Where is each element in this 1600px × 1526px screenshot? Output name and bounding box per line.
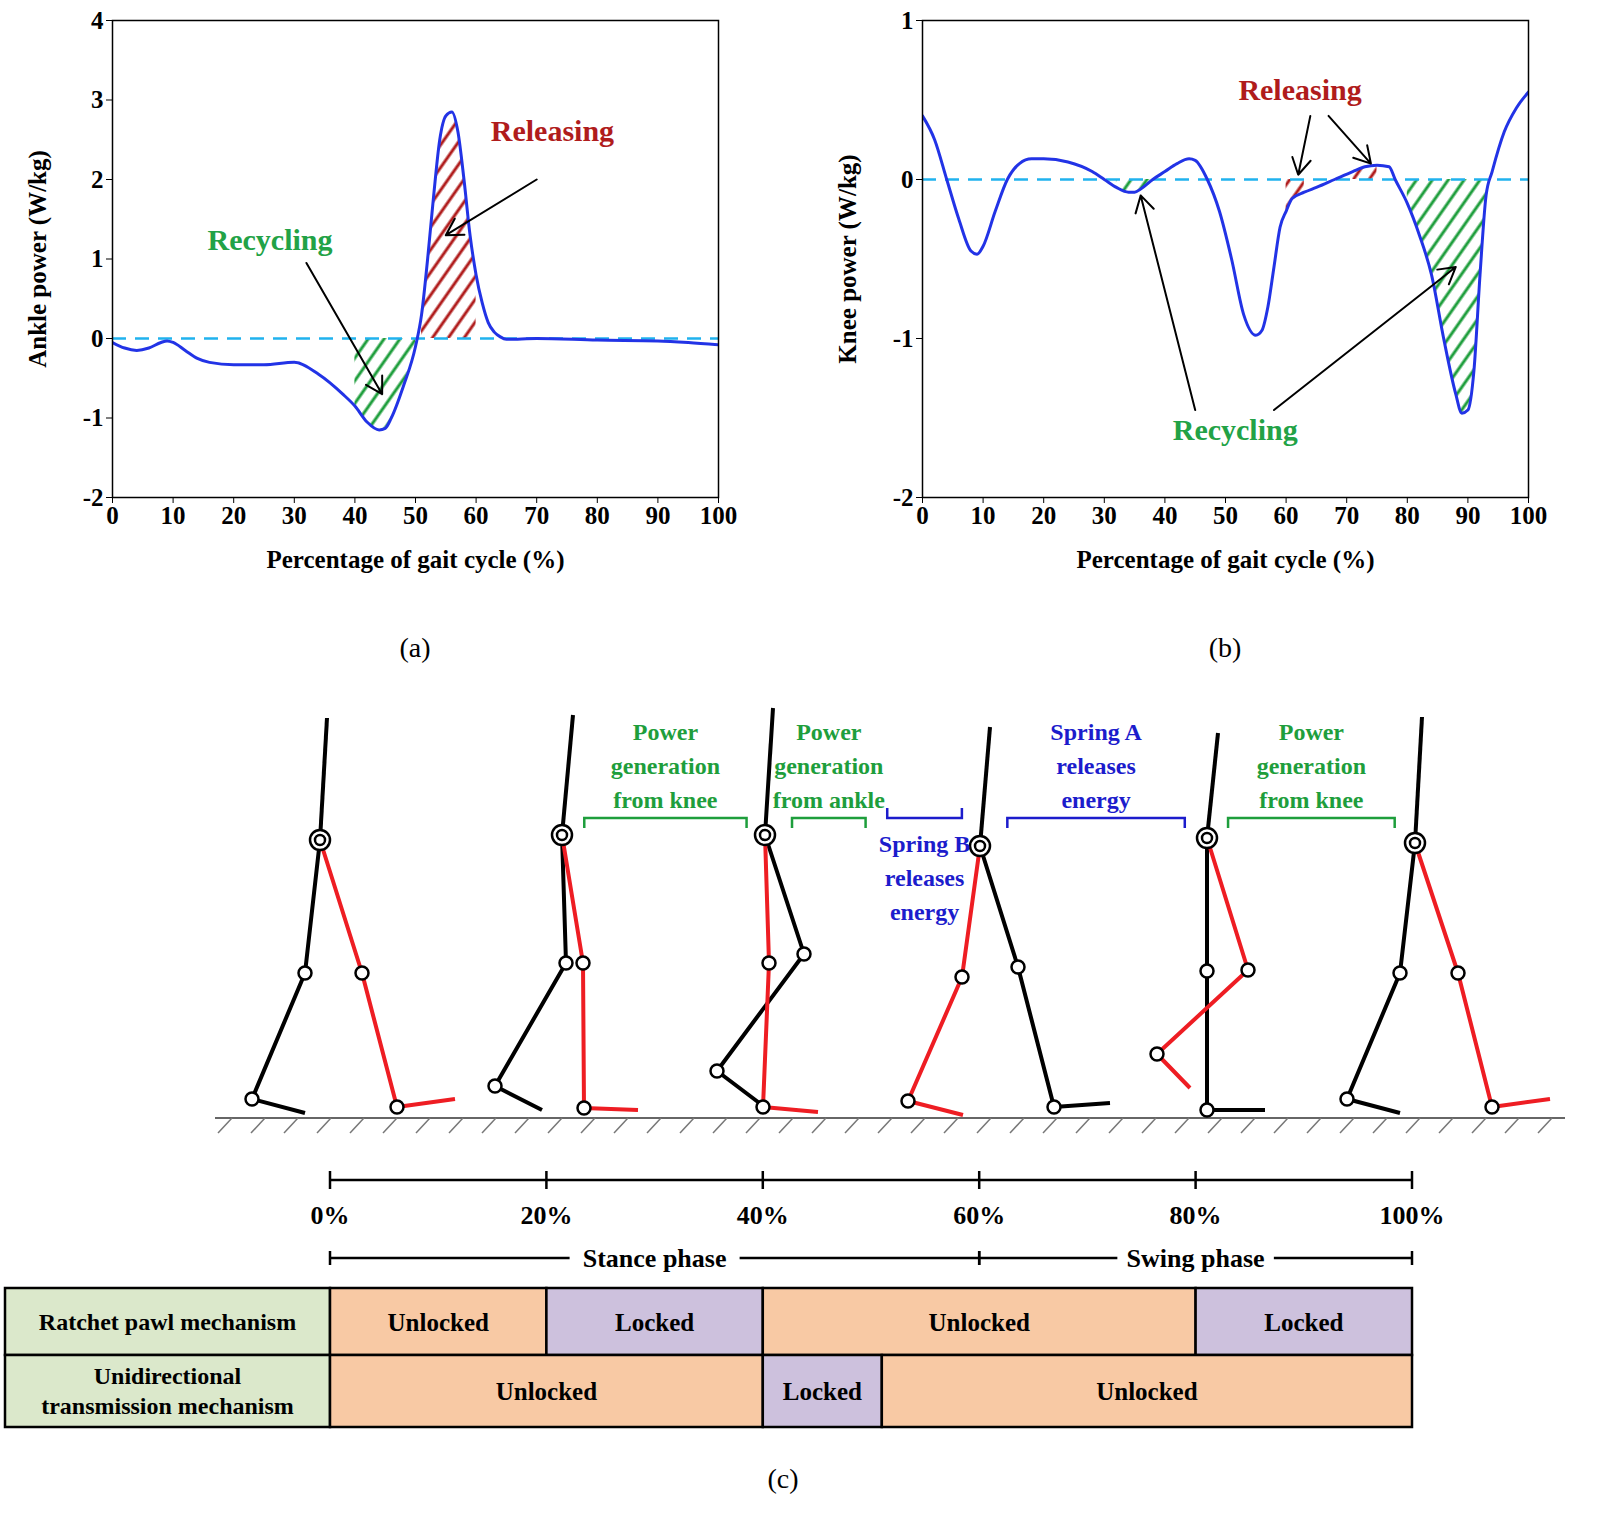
svg-text:-1: -1: [893, 325, 914, 352]
svg-text:60: 60: [1274, 502, 1299, 529]
svg-text:Powergenerationfrom knee: Powergenerationfrom knee: [1257, 719, 1366, 813]
svg-text:1: 1: [91, 245, 104, 272]
svg-text:-2: -2: [83, 484, 104, 511]
svg-text:50: 50: [403, 502, 428, 529]
svg-text:Recycling: Recycling: [1173, 413, 1298, 446]
svg-text:Ankle power (W/kg): Ankle power (W/kg): [24, 150, 52, 368]
svg-text:80%: 80%: [1170, 1201, 1222, 1230]
svg-text:(c): (c): [767, 1463, 798, 1494]
svg-text:Releasing: Releasing: [491, 114, 614, 147]
svg-text:Ratchet pawl mechanism: Ratchet pawl mechanism: [39, 1309, 296, 1335]
svg-text:30: 30: [1092, 502, 1117, 529]
svg-text:10: 10: [161, 502, 186, 529]
svg-text:Unidirectionaltransmission mec: Unidirectionaltransmission mechanism: [41, 1363, 294, 1419]
svg-text:Recycling: Recycling: [208, 223, 333, 256]
svg-text:80: 80: [585, 502, 610, 529]
svg-text:0%: 0%: [311, 1201, 350, 1230]
svg-text:30: 30: [282, 502, 307, 529]
svg-text:90: 90: [645, 502, 670, 529]
svg-text:4: 4: [91, 7, 104, 34]
svg-text:Unlocked: Unlocked: [1096, 1378, 1198, 1405]
svg-text:100%: 100%: [1380, 1201, 1445, 1230]
svg-text:Powergenerationfrom knee: Powergenerationfrom knee: [611, 719, 720, 813]
svg-text:Percentage of gait cycle (%): Percentage of gait cycle (%): [1076, 546, 1374, 574]
svg-text:Stance phase: Stance phase: [583, 1244, 727, 1273]
svg-text:Locked: Locked: [615, 1309, 694, 1336]
svg-text:0: 0: [106, 502, 119, 529]
svg-text:Powergenerationfrom ankle: Powergenerationfrom ankle: [773, 719, 886, 813]
svg-text:60: 60: [464, 502, 489, 529]
svg-text:70: 70: [1334, 502, 1359, 529]
svg-text:Percentage of gait cycle (%): Percentage of gait cycle (%): [266, 546, 564, 574]
svg-text:Unlocked: Unlocked: [496, 1378, 598, 1405]
svg-text:Spring Areleasesenergy: Spring Areleasesenergy: [1050, 719, 1142, 813]
svg-text:50: 50: [1213, 502, 1238, 529]
svg-text:2: 2: [91, 166, 104, 193]
svg-text:Spring Breleasesenergy: Spring Breleasesenergy: [879, 831, 970, 925]
svg-text:Locked: Locked: [783, 1378, 862, 1405]
svg-text:70: 70: [524, 502, 549, 529]
svg-text:-1: -1: [83, 404, 104, 431]
svg-text:Locked: Locked: [1264, 1309, 1343, 1336]
svg-text:60%: 60%: [953, 1201, 1005, 1230]
svg-text:20: 20: [1031, 502, 1056, 529]
svg-text:90: 90: [1455, 502, 1480, 529]
svg-text:40: 40: [342, 502, 367, 529]
svg-text:40: 40: [1152, 502, 1177, 529]
svg-text:Releasing: Releasing: [1238, 73, 1361, 106]
html-text:(b): (b): [1208, 632, 1242, 663]
svg-text:0: 0: [916, 502, 929, 529]
svg-text:0: 0: [901, 166, 914, 193]
svg-text:Unlocked: Unlocked: [928, 1309, 1030, 1336]
svg-text:40%: 40%: [737, 1201, 789, 1230]
svg-text:80: 80: [1395, 502, 1420, 529]
svg-text:100: 100: [1510, 502, 1548, 529]
svg-text:3: 3: [91, 86, 104, 113]
svg-text:100: 100: [700, 502, 738, 529]
svg-text:20%: 20%: [520, 1201, 572, 1230]
svg-text:-2: -2: [893, 484, 914, 511]
svg-text:Knee power (W/kg): Knee power (W/kg): [834, 154, 862, 363]
svg-text:Swing phase: Swing phase: [1127, 1244, 1265, 1273]
svg-text:10: 10: [971, 502, 996, 529]
svg-text:1: 1: [901, 7, 914, 34]
svg-text:Unlocked: Unlocked: [387, 1309, 489, 1336]
html-text:(a): (a): [399, 632, 431, 663]
svg-text:0: 0: [91, 325, 104, 352]
svg-text:20: 20: [221, 502, 246, 529]
